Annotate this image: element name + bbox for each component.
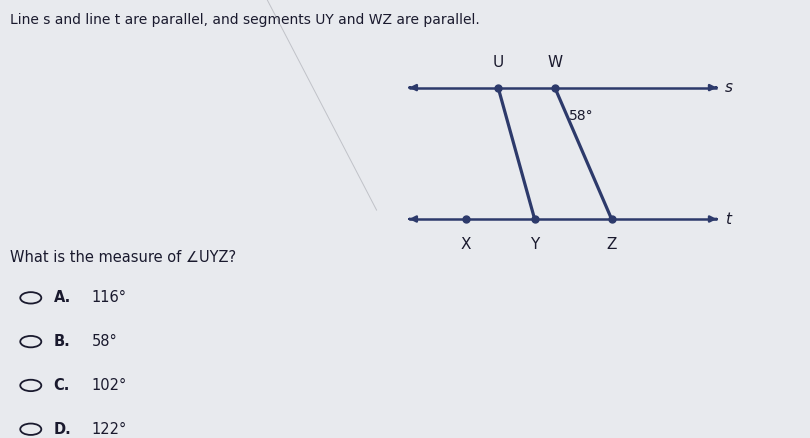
Text: 58°: 58° (92, 334, 117, 349)
Text: X: X (461, 237, 471, 251)
Text: 58°: 58° (569, 110, 594, 124)
Text: U: U (492, 55, 504, 70)
Text: 102°: 102° (92, 378, 127, 393)
Text: Z: Z (607, 237, 616, 251)
Text: 122°: 122° (92, 422, 127, 437)
Text: C.: C. (53, 378, 70, 393)
Text: B.: B. (53, 334, 70, 349)
Text: Line s and line t are parallel, and segments UY and WZ are parallel.: Line s and line t are parallel, and segm… (10, 13, 480, 27)
Text: Y: Y (530, 237, 539, 251)
Text: s: s (725, 80, 733, 95)
Text: D.: D. (53, 422, 71, 437)
Text: 116°: 116° (92, 290, 126, 305)
Text: W: W (548, 55, 562, 70)
Text: What is the measure of ∠UYZ?: What is the measure of ∠UYZ? (10, 250, 236, 265)
Text: t: t (725, 212, 731, 226)
Text: A.: A. (53, 290, 70, 305)
